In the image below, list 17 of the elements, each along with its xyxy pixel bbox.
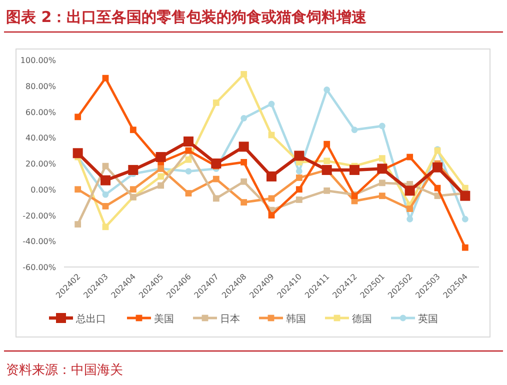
- legend-label: 总出口: [75, 313, 106, 325]
- legend-label: 德国: [352, 314, 372, 325]
- legend-label: 日本: [220, 313, 240, 325]
- y-tick-label: 20.00%: [25, 160, 56, 168]
- y-tick-label: 60.00%: [25, 108, 56, 117]
- legend-label: 美国: [154, 313, 174, 325]
- y-tick-label: 80.00%: [25, 82, 56, 91]
- y-tick-label: -40.00%: [22, 237, 56, 246]
- y-tick-label: -20.00%: [22, 211, 56, 220]
- legend-label: 英国: [418, 313, 438, 325]
- y-tick-label: 40.00%: [25, 134, 56, 143]
- y-tick-label: 0.00%: [30, 185, 56, 194]
- y-tick-label: 100.00%: [20, 56, 56, 65]
- y-tick-label: -60.00%: [22, 263, 56, 272]
- legend-label: 韩国: [286, 313, 306, 325]
- chart-title: 图表 2：出口至各国的零售包装的狗食或猫食饲料增速: [6, 8, 368, 26]
- text: 资料来源：中国海关: [6, 363, 123, 378]
